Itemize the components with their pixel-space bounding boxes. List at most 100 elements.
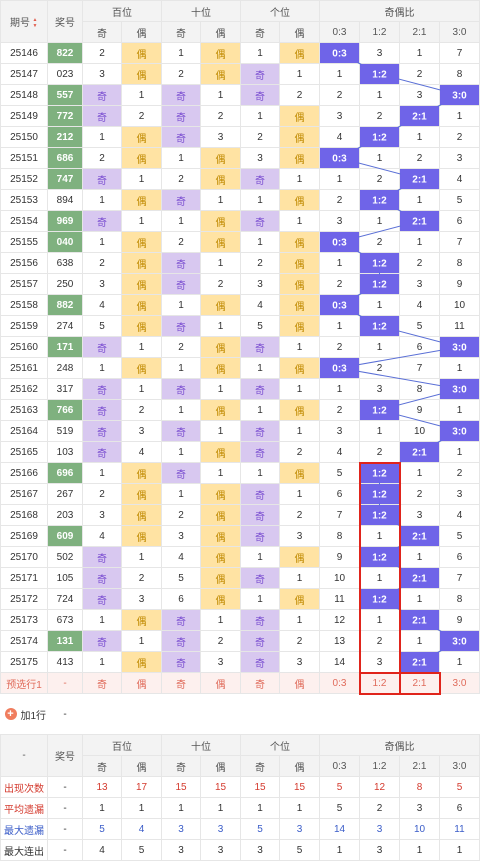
odd-cell-bai: 奇 [82,588,122,610]
number-cell: 105 [47,567,83,589]
period-cell: 25155 [0,231,48,253]
predict-cell[interactable]: 偶 [279,672,320,694]
ratio-cell: 7 [439,231,480,253]
ratio-cell: 2:1 [399,105,440,127]
even-cell-ge: 偶 [279,546,320,568]
stat-value: 11 [439,818,480,840]
even-cell-shi: 2 [200,105,241,127]
predict-cell[interactable]: 偶 [200,672,241,694]
ratio-cell: 1 [439,651,480,673]
number-cell: 609 [47,525,83,547]
col-header-qihao[interactable]: 期号 ▲▼ [0,0,48,43]
add-row-cell[interactable]: + 加1行 [1,694,48,735]
ratio-cell: 4 [399,294,440,316]
group-header-bai: 百位 [82,0,162,22]
odd-cell-bai: 1 [82,189,122,211]
predict-cell[interactable]: 奇 [161,672,201,694]
odd-cell-bai: 4 [82,294,122,316]
odd-cell-ge: 1 [240,546,280,568]
period-cell: 25168 [0,504,48,526]
table-row: 25168 203 3 偶 2 偶奇 2 7 1:2 3 4 [0,504,480,526]
odd-cell-shi: 奇 [161,651,201,673]
odd-cell-ge: 奇 [240,210,280,232]
predict-cell[interactable]: 0:3 [319,672,360,694]
predict-cell[interactable]: 奇 [240,672,280,694]
ratio-cell: 0:3 [319,357,360,379]
ratio-cell: 6 [439,546,480,568]
stat-dash: - [47,818,83,840]
ratio-cell: 2 [359,105,400,127]
even-cell-ge: 2 [279,630,320,652]
ratio-cell: 2 [399,483,440,505]
even-cell-shi: 偶 [200,483,241,505]
even-cell-bai: 2 [121,105,162,127]
even-cell-bai: 偶 [121,651,162,673]
subheader-even: 偶 [200,21,241,43]
ratio-cell: 5 [399,315,440,337]
subheader-ratio: 3:0 [439,21,480,43]
odd-cell-shi: 奇 [161,189,201,211]
even-cell-ge: 偶 [279,147,320,169]
odd-cell-shi: 1 [161,399,201,421]
add-row-dash: - [63,708,67,720]
ratio-cell: 2 [399,63,440,85]
even-cell-bai: 1 [121,336,162,358]
ratio-cell: 2 [359,168,400,190]
period-cell: 25172 [0,588,48,610]
ratio-cell: 4 [439,168,480,190]
predict-cell[interactable]: 偶 [121,672,162,694]
stat-value: 5 [319,776,360,798]
table-row: 25166 696 1 偶奇 1 1 偶 5 1:2 1 2 [0,462,480,484]
stat-value: 5 [439,776,480,798]
predict-cell[interactable]: 奇 [82,672,122,694]
even-cell-shi: 1 [200,378,241,400]
even-cell-bai: 1 [121,546,162,568]
stat-value: 15 [279,776,320,798]
number-cell: 696 [47,462,83,484]
even-cell-bai: 偶 [121,252,162,274]
predict-cell[interactable]: 3:0 [439,672,480,694]
ratio-cell: 1 [319,252,360,274]
odd-cell-shi: 1 [161,483,201,505]
even-cell-ge: 2 [279,84,320,106]
even-cell-ge: 偶 [279,294,320,316]
sort-icon[interactable]: ▲▼ [32,17,38,30]
ratio-cell: 13 [319,630,360,652]
ratio-cell: 1 [399,126,440,148]
odd-cell-shi: 2 [161,231,201,253]
period-cell: 25158 [0,294,48,316]
odd-cell-shi: 奇 [161,126,201,148]
odd-cell-bai: 4 [82,525,122,547]
even-cell-bai: 偶 [121,483,162,505]
odd-cell-shi: 奇 [161,420,201,442]
subheader-even: 偶 [121,21,162,43]
predict-label[interactable]: 预选行1 [0,672,48,694]
odd-cell-ge: 奇 [240,336,280,358]
predict-cell[interactable]: 2:1 [399,672,440,694]
table-row: 25149 772 奇 2 奇 2 1 偶 3 2 2:1 1 [0,105,480,127]
even-cell-bai: 1 [121,210,162,232]
number-cell: 638 [47,252,83,274]
ratio-cell: 1 [359,420,400,442]
ratio-cell: 1 [359,84,400,106]
add-row-button[interactable]: + 加1行 [4,707,46,722]
table-row: 25173 673 1 偶奇 1 奇 1 12 1 2:1 9 [0,609,480,631]
stat-value: 3 [161,818,201,840]
ratio-cell: 2 [399,147,440,169]
odd-cell-shi: 奇 [161,273,201,295]
even-cell-ge: 2 [279,504,320,526]
stat-value: 3 [279,818,320,840]
odd-cell-ge: 奇 [240,63,280,85]
stat-value: 14 [319,818,360,840]
stat-value: 3 [399,797,440,819]
stat-value: 6 [439,797,480,819]
qihao-label: 期号 [10,17,30,29]
even-cell-shi: 2 [200,273,241,295]
predict-row[interactable]: 预选行1- 奇偶奇偶奇偶 0:3 1:2 2:1 3:0 [0,672,480,694]
footer-sub-even: 偶 [279,755,320,777]
predict-cell[interactable]: 1:2 [359,672,400,694]
ratio-cell: 6 [399,336,440,358]
ratio-cell: 5 [439,525,480,547]
footer-group-shi: 十位 [161,734,241,756]
number-cell: 502 [47,546,83,568]
